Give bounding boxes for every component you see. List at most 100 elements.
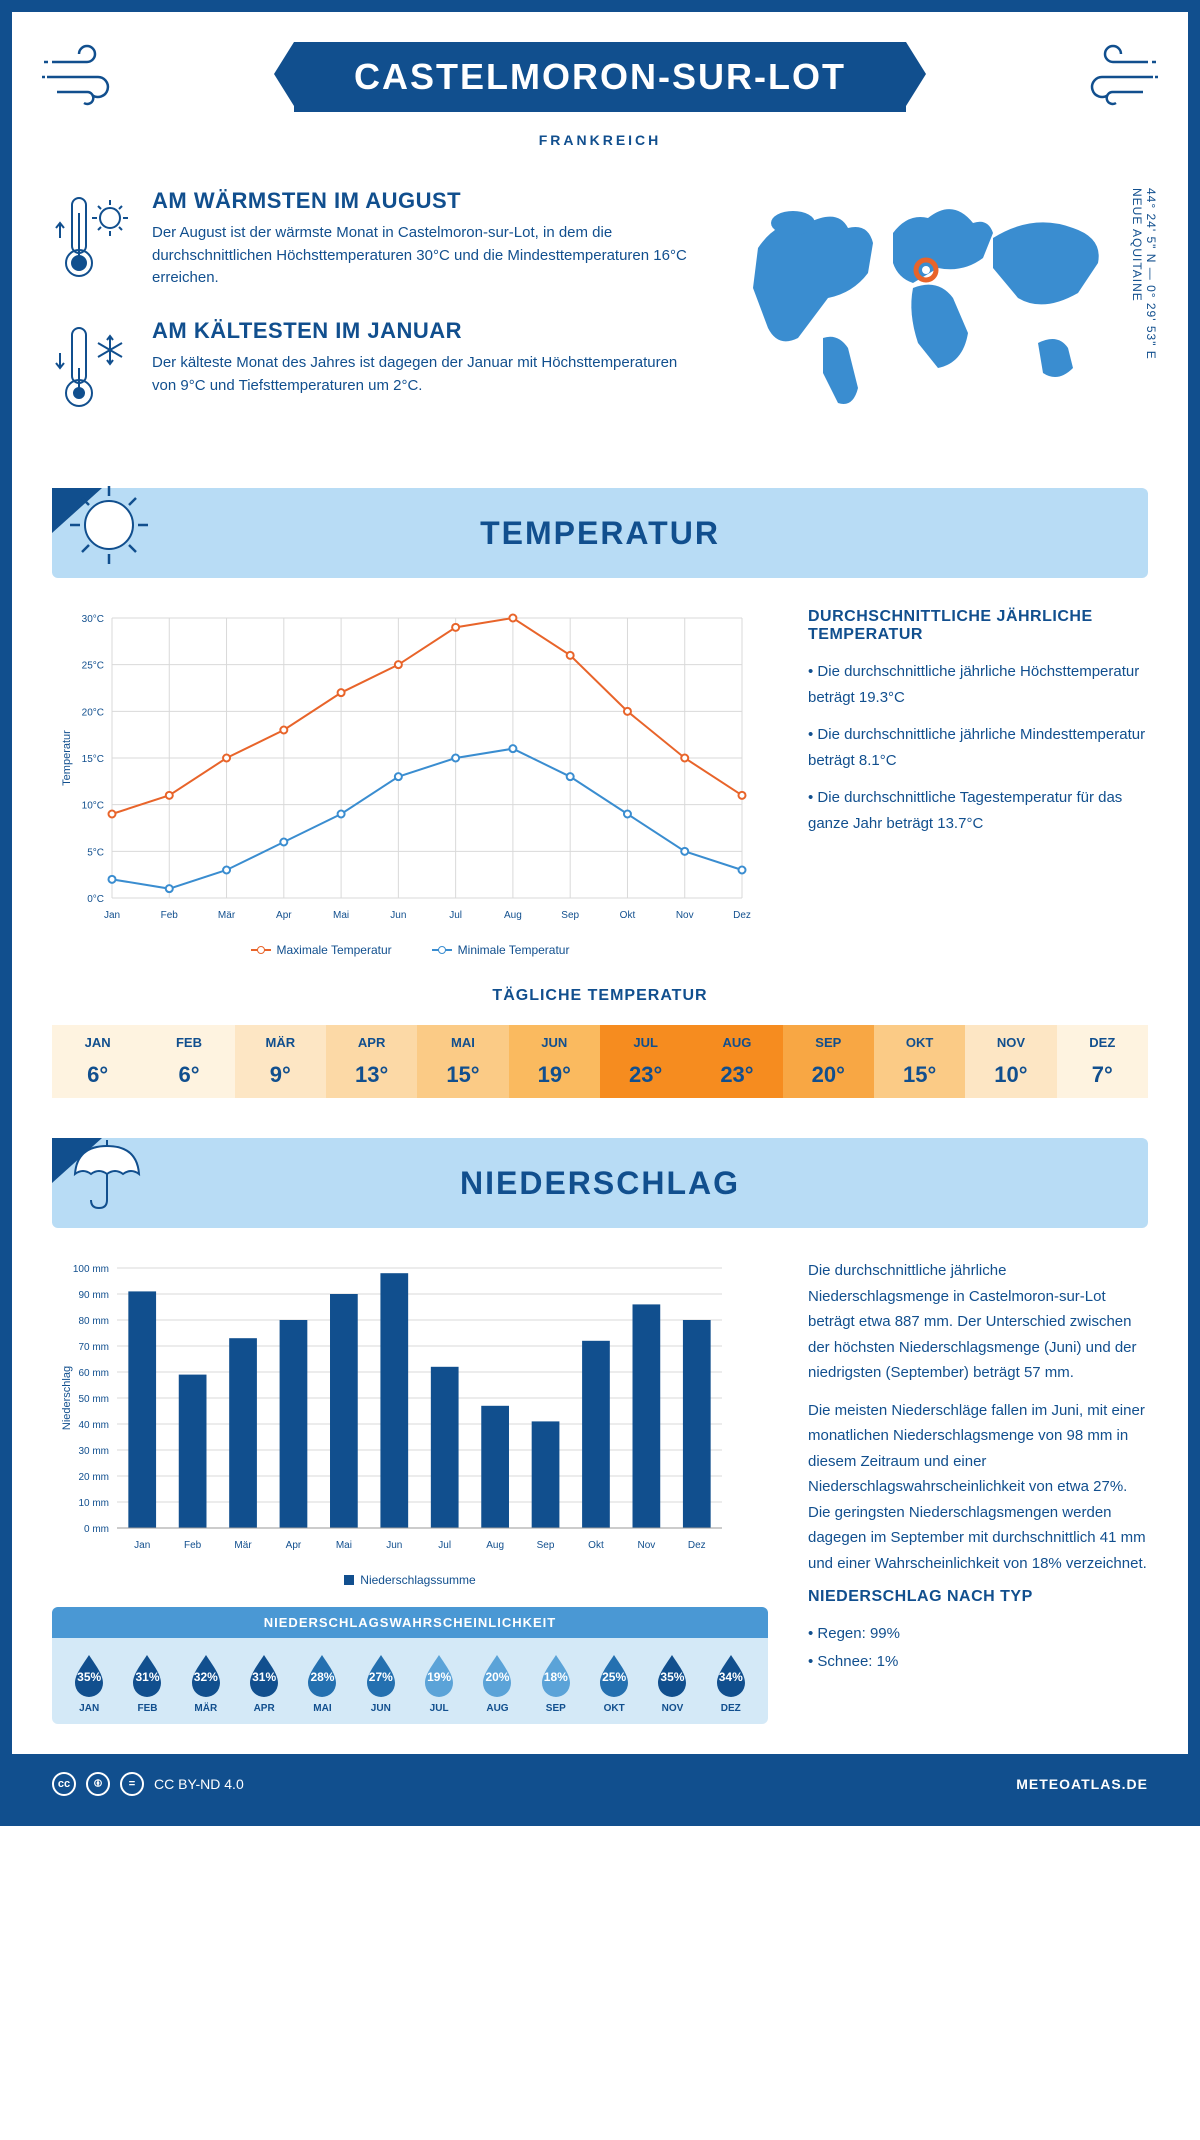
svg-text:60 mm: 60 mm: [78, 1368, 109, 1379]
svg-text:Sep: Sep: [537, 1540, 555, 1551]
svg-text:0°C: 0°C: [87, 894, 104, 905]
svg-text:100 mm: 100 mm: [73, 1264, 109, 1275]
thermometer-snow-icon: [52, 318, 132, 423]
prob-drop: 19%JUL: [410, 1653, 468, 1714]
svg-text:Dez: Dez: [688, 1540, 706, 1551]
precip-bar-chart: 0 mm10 mm20 mm30 mm40 mm50 mm60 mm70 mm8…: [52, 1258, 768, 1724]
precip-info: Die durchschnittliche jährliche Niedersc…: [808, 1258, 1148, 1724]
temp-cell: APR13°: [326, 1025, 417, 1098]
precip-probability-box: NIEDERSCHLAGSWAHRSCHEINLICHKEIT 35%JAN31…: [52, 1607, 768, 1724]
coordinates: 44° 24' 5" N — 0° 29' 53" ENEUE AQUITAIN…: [1130, 188, 1158, 360]
thermometer-sun-icon: [52, 188, 132, 293]
umbrella-icon: [62, 1128, 152, 1223]
svg-text:10 mm: 10 mm: [78, 1498, 109, 1509]
svg-text:20 mm: 20 mm: [78, 1472, 109, 1483]
wind-icon-left: [42, 42, 132, 117]
fact-coldest: AM KÄLTESTEN IM JANUAR Der kälteste Mona…: [52, 318, 698, 423]
wind-icon-right: [1068, 42, 1158, 117]
temp-cell: JAN6°: [52, 1025, 143, 1098]
svg-text:50 mm: 50 mm: [78, 1394, 109, 1405]
temp-heading: TEMPERATUR: [480, 515, 720, 552]
precip-section-header: NIEDERSCHLAG: [52, 1138, 1148, 1228]
svg-text:Jan: Jan: [134, 1540, 150, 1551]
svg-text:Mär: Mär: [218, 910, 236, 921]
fact-coldest-title: AM KÄLTESTEN IM JANUAR: [152, 318, 698, 344]
temp-cell: OKT15°: [874, 1025, 965, 1098]
fact-warmest: AM WÄRMSTEN IM AUGUST Der August ist der…: [52, 188, 698, 293]
svg-text:Feb: Feb: [161, 910, 179, 921]
svg-text:30°C: 30°C: [82, 614, 104, 625]
temp-info: DURCHSCHNITTLICHE JÄHRLICHE TEMPERATUR •…: [808, 608, 1148, 957]
svg-text:Aug: Aug: [504, 910, 522, 921]
prob-drop: 35%NOV: [643, 1653, 701, 1714]
prob-drop: 28%MAI: [293, 1653, 351, 1714]
svg-text:Jul: Jul: [449, 910, 462, 921]
temp-cell: SEP20°: [783, 1025, 874, 1098]
sun-icon: [62, 478, 157, 578]
by-icon: 🅯: [86, 1772, 110, 1796]
svg-text:Okt: Okt: [620, 910, 636, 921]
svg-text:Nov: Nov: [637, 1540, 655, 1551]
prob-drop: 27%JUN: [352, 1653, 410, 1714]
svg-text:Mai: Mai: [336, 1540, 352, 1551]
temp-legend: .legend-line[style*="e8642a"]::after{bor…: [52, 943, 768, 957]
svg-text:Mär: Mär: [234, 1540, 252, 1551]
svg-text:Dez: Dez: [733, 910, 751, 921]
svg-text:5°C: 5°C: [87, 847, 104, 858]
svg-text:15°C: 15°C: [82, 754, 104, 765]
world-map: 44° 24' 5" N — 0° 29' 53" ENEUE AQUITAIN…: [728, 188, 1148, 448]
temp-section-header: TEMPERATUR: [52, 488, 1148, 578]
footer: cc 🅯 = CC BY-ND 4.0 METEOATLAS.DE: [12, 1754, 1188, 1814]
precip-legend: Niederschlagssumme: [52, 1573, 768, 1587]
temp-cell: JUN19°: [509, 1025, 600, 1098]
svg-text:90 mm: 90 mm: [78, 1290, 109, 1301]
prob-drop: 31%FEB: [118, 1653, 176, 1714]
prob-drop: 25%OKT: [585, 1653, 643, 1714]
svg-text:Jun: Jun: [386, 1540, 402, 1551]
prob-drop: 18%SEP: [527, 1653, 585, 1714]
svg-text:Aug: Aug: [486, 1540, 504, 1551]
temp-cell: AUG23°: [691, 1025, 782, 1098]
temp-cell: DEZ7°: [1057, 1025, 1148, 1098]
prob-drop: 34%DEZ: [702, 1653, 760, 1714]
svg-text:Jan: Jan: [104, 910, 120, 921]
svg-text:Mai: Mai: [333, 910, 349, 921]
fact-warmest-title: AM WÄRMSTEN IM AUGUST: [152, 188, 698, 214]
temp-line-chart: 0°C 5°C 10°C 15°C 20°C 25°C 30°C Jan Feb Mär Apr Ma…: [52, 608, 768, 957]
svg-text:Niederschlag: Niederschlag: [61, 1366, 73, 1430]
svg-text:80 mm: 80 mm: [78, 1316, 109, 1327]
precip-heading: NIEDERSCHLAG: [460, 1165, 740, 1202]
svg-text:40 mm: 40 mm: [78, 1420, 109, 1431]
svg-text:Temperatur: Temperatur: [61, 730, 73, 786]
site-name: METEOATLAS.DE: [1016, 1776, 1148, 1792]
fact-coldest-text: Der kälteste Monat des Jahres ist dagege…: [152, 352, 698, 397]
temp-cell: NOV10°: [965, 1025, 1056, 1098]
svg-text:Apr: Apr: [276, 910, 292, 921]
prob-drop: 20%AUG: [468, 1653, 526, 1714]
svg-text:Nov: Nov: [676, 910, 694, 921]
svg-text:Jun: Jun: [390, 910, 406, 921]
temp-cell: MAI15°: [417, 1025, 508, 1098]
svg-text:25°C: 25°C: [82, 661, 104, 672]
prob-drop: 31%APR: [235, 1653, 293, 1714]
svg-text:0 mm: 0 mm: [84, 1524, 109, 1535]
prob-drop: 35%JAN: [60, 1653, 118, 1714]
license-text: CC BY-ND 4.0: [154, 1776, 244, 1792]
temp-cell: FEB6°: [143, 1025, 234, 1098]
page-subtitle: FRANKREICH: [32, 132, 1168, 148]
svg-text:Apr: Apr: [286, 1540, 302, 1551]
svg-text:10°C: 10°C: [82, 801, 104, 812]
intro-section: AM WÄRMSTEN IM AUGUST Der August ist der…: [12, 168, 1188, 488]
header: CASTELMORON-SUR-LOT FRANKREICH: [12, 12, 1188, 168]
svg-text:Jul: Jul: [438, 1540, 451, 1551]
fact-warmest-text: Der August ist der wärmste Monat in Cast…: [152, 222, 698, 290]
svg-text:30 mm: 30 mm: [78, 1446, 109, 1457]
nd-icon: =: [120, 1772, 144, 1796]
svg-text:20°C: 20°C: [82, 707, 104, 718]
temp-cell: JUL23°: [600, 1025, 691, 1098]
svg-text:Okt: Okt: [588, 1540, 604, 1551]
daily-temp-table: TÄGLICHE TEMPERATUR JAN6°FEB6°MÄR9°APR13…: [12, 987, 1188, 1138]
temp-cell: MÄR9°: [235, 1025, 326, 1098]
prob-drop: 32%MÄR: [177, 1653, 235, 1714]
svg-text:Feb: Feb: [184, 1540, 202, 1551]
